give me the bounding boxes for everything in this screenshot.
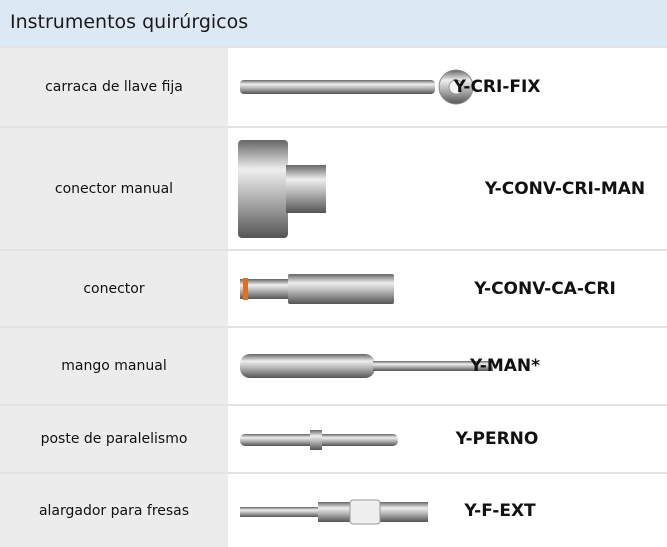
item-name: alargador para fresas	[0, 474, 228, 547]
table-row: mango manual Y-MAN*	[0, 326, 667, 404]
instrument-image	[240, 430, 398, 450]
item-name: mango manual	[0, 328, 228, 404]
item-code: Y-PERNO	[455, 429, 539, 449]
item-name: carraca de llave fija	[0, 48, 228, 126]
item-code: Y-CONV-CA-CRI	[474, 278, 616, 299]
instrument-image	[240, 69, 474, 105]
item-code: Y-F-EXT	[464, 500, 536, 521]
item-name: conector	[0, 251, 228, 326]
table-row: conector Y-CONV-CA-CRI	[0, 249, 667, 326]
item-code: Y-CONV-CRI-MAN	[484, 178, 646, 199]
instrument-image	[240, 499, 428, 525]
header: Instrumentos quirúrgicos	[0, 0, 667, 46]
table-row: carraca de llave fija Y-CRI-FIX	[0, 46, 667, 126]
instrument-image	[240, 354, 493, 378]
instrument-image	[238, 140, 326, 238]
item-code: Y-MAN*	[469, 356, 541, 376]
item-name: poste de paralelismo	[0, 406, 228, 472]
table-row: poste de paralelismo Y-PERNO	[0, 404, 667, 472]
item-code: Y-CRI-FIX	[453, 77, 541, 97]
table-row: conector manual Y-CONV-CRI-MAN	[0, 126, 667, 249]
instrument-image	[240, 274, 394, 304]
header-title: Instrumentos quirúrgicos	[10, 11, 249, 33]
item-name: conector manual	[0, 128, 228, 249]
table-row: alargador para fresas Y-F-EXT	[0, 472, 667, 547]
